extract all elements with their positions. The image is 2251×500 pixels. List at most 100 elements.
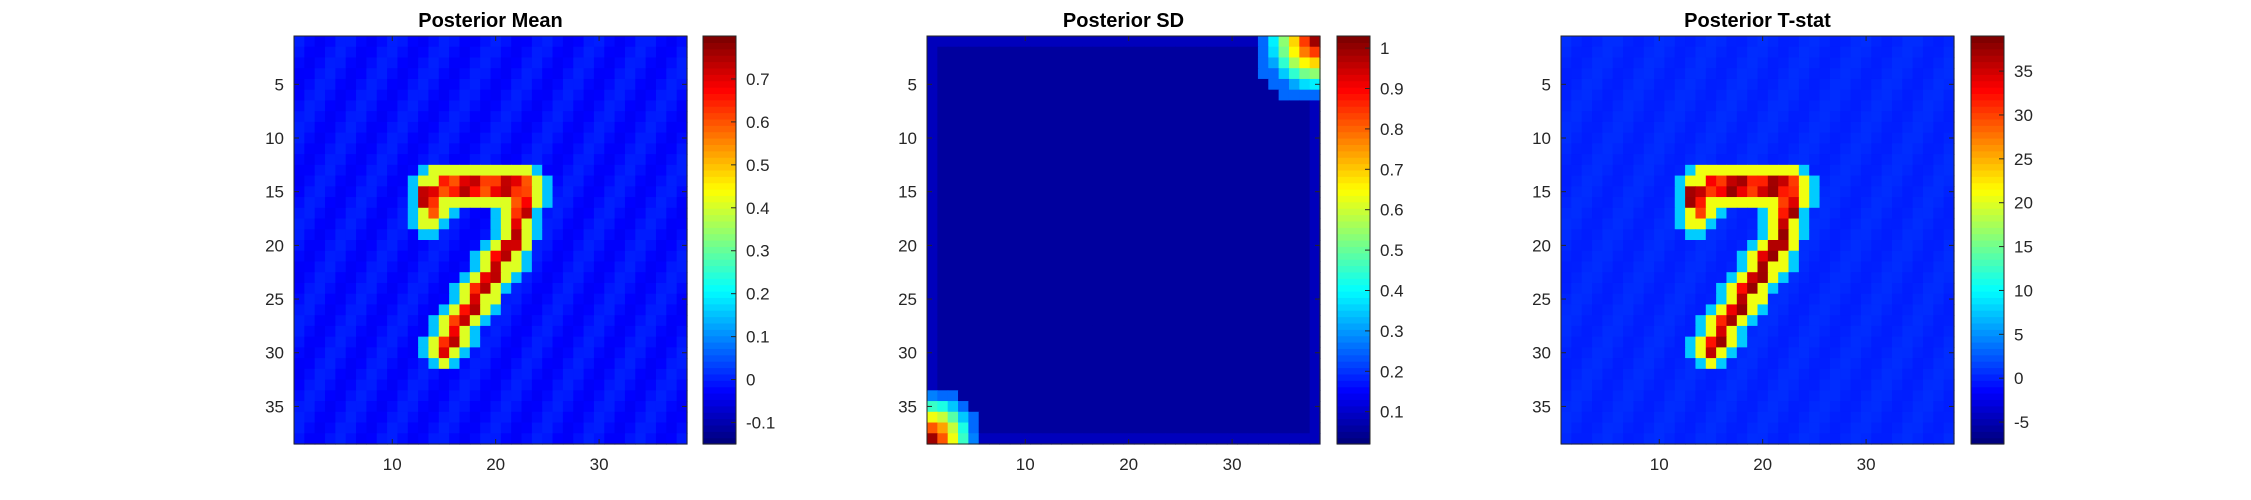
heatmap-cell xyxy=(614,46,626,59)
heatmap-cell xyxy=(1798,293,1810,306)
heatmap-cell xyxy=(1819,197,1831,209)
heatmap-cell xyxy=(1257,143,1269,155)
heatmap-cell xyxy=(1237,111,1249,123)
heatmap-cell xyxy=(1654,293,1666,306)
colorbar-tick-label: 0 xyxy=(2014,369,2023,388)
heatmap-cell xyxy=(1881,229,1893,241)
heatmap-cell xyxy=(1164,186,1176,198)
heatmap-cell xyxy=(1133,368,1145,381)
heatmap-cell xyxy=(1175,207,1187,220)
heatmap-cell xyxy=(593,154,605,166)
heatmap-cell xyxy=(521,175,533,187)
heatmap-cell xyxy=(356,143,367,155)
heatmap-cell xyxy=(449,89,461,102)
colorbar-segment xyxy=(1971,335,2004,343)
heatmap-cell xyxy=(500,336,512,348)
heatmap-cell xyxy=(1902,186,1914,198)
heatmap-cell xyxy=(635,207,647,220)
heatmap-cell xyxy=(1092,250,1104,263)
heatmap-cell xyxy=(1561,68,1572,80)
heatmap-cell xyxy=(1113,433,1125,445)
heatmap-cell xyxy=(666,218,678,230)
heatmap-cell xyxy=(1561,347,1572,359)
heatmap-cell xyxy=(1891,68,1903,80)
heatmap-cell xyxy=(927,175,938,187)
heatmap-cell xyxy=(1726,272,1738,284)
heatmap-cell xyxy=(1030,100,1042,112)
heatmap-cell xyxy=(397,154,409,166)
heatmap-cell xyxy=(1643,411,1655,424)
heatmap-cell xyxy=(666,100,678,112)
heatmap-cell xyxy=(1685,315,1697,327)
heatmap-cell xyxy=(999,207,1011,220)
heatmap-cell xyxy=(958,304,969,316)
heatmap-cell xyxy=(1040,379,1052,391)
heatmap-cell xyxy=(1082,304,1094,316)
heatmap-cell xyxy=(583,433,595,445)
heatmap-cell xyxy=(1102,132,1114,144)
heatmap-cell xyxy=(1871,111,1883,123)
heatmap-cell xyxy=(531,218,543,230)
colorbar-segment xyxy=(1971,246,2004,254)
heatmap-cell xyxy=(1123,240,1135,252)
heatmap-cell xyxy=(968,46,980,59)
heatmap-cell xyxy=(1040,390,1052,402)
heatmap-cell xyxy=(624,207,636,220)
heatmap-cell xyxy=(1881,207,1893,220)
heatmap-cell xyxy=(1144,89,1156,102)
heatmap-cell xyxy=(1809,218,1821,230)
colorbar-box xyxy=(702,35,737,445)
heatmap-cell xyxy=(1268,154,1280,166)
heatmap-cell xyxy=(1871,164,1883,177)
colorbar-segment xyxy=(703,61,736,69)
heatmap-cell xyxy=(1082,347,1094,359)
heatmap-cell xyxy=(500,89,512,102)
heatmap-cell xyxy=(1871,143,1883,155)
heatmap-cell xyxy=(1299,89,1311,102)
heatmap-cell xyxy=(645,175,657,187)
heatmap-cell xyxy=(1747,304,1759,316)
heatmap-cell xyxy=(635,154,647,166)
heatmap-cell xyxy=(1891,132,1903,144)
heatmap-cell xyxy=(335,229,347,241)
heatmap-cell xyxy=(542,379,554,391)
heatmap-cell xyxy=(1195,401,1207,413)
heatmap-cell xyxy=(1674,132,1686,144)
heatmap-cell xyxy=(1020,175,1032,187)
heatmap-cell xyxy=(511,422,523,434)
heatmap-cell xyxy=(1933,207,1945,220)
heatmap-cell xyxy=(1051,229,1063,241)
heatmap-cell xyxy=(1216,250,1228,263)
heatmap-cell xyxy=(635,89,647,102)
heatmap-cell xyxy=(1592,229,1603,241)
heatmap-cell xyxy=(1561,336,1572,348)
heatmap-cell xyxy=(1809,401,1821,413)
heatmap-cell xyxy=(1798,347,1810,359)
heatmap-cell xyxy=(1922,229,1934,241)
heatmap-cell xyxy=(469,379,481,391)
heatmap-cell xyxy=(1082,36,1094,48)
heatmap-cell xyxy=(438,368,450,381)
heatmap-cell xyxy=(1850,57,1862,69)
heatmap-cell xyxy=(978,379,990,391)
heatmap-cell xyxy=(366,68,378,80)
heatmap-cell xyxy=(1175,186,1187,198)
heatmap-cell xyxy=(645,132,657,144)
heatmap-cell xyxy=(1860,143,1872,155)
heatmap-cell xyxy=(1071,390,1083,402)
heatmap-cell xyxy=(1850,36,1862,48)
heatmap-cell xyxy=(1571,261,1583,273)
heatmap-cell xyxy=(1840,197,1852,209)
heatmap-cell xyxy=(438,304,450,316)
heatmap-cell xyxy=(937,401,949,413)
heatmap-cell xyxy=(428,121,440,134)
heatmap-cell xyxy=(531,164,543,177)
heatmap-cell xyxy=(999,68,1011,80)
heatmap-cell xyxy=(552,250,564,263)
heatmap-cell xyxy=(356,164,367,177)
heatmap-cell xyxy=(1788,100,1800,112)
heatmap-cell xyxy=(1133,272,1145,284)
heatmap-cell xyxy=(1288,154,1300,166)
heatmap-cell xyxy=(428,433,440,445)
heatmap-cell xyxy=(1850,229,1862,241)
